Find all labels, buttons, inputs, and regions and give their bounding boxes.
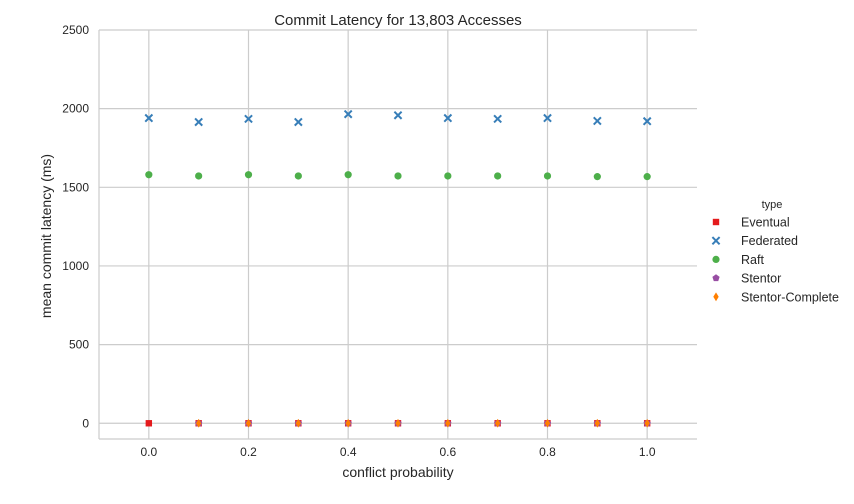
legend-label-federated: Federated — [741, 234, 798, 248]
raft-point — [643, 173, 651, 181]
x-tick-label: 1.0 — [639, 445, 656, 459]
x-tick-label: 0.0 — [140, 445, 157, 459]
stentor-complete-point — [594, 418, 601, 428]
y-tick-label: 1000 — [62, 259, 89, 273]
x-axis-label: conflict probability — [342, 464, 453, 480]
federated-point — [543, 113, 552, 123]
data-points — [144, 109, 652, 428]
legend-label-stentor: Stentor — [741, 272, 781, 286]
stentor-complete-point — [345, 418, 351, 428]
raft-point — [244, 171, 253, 179]
legend-marker-stentor — [712, 274, 720, 282]
raft-point — [444, 172, 452, 180]
raft-point — [394, 172, 402, 180]
legend-title: type — [762, 199, 783, 211]
federated-point — [144, 113, 154, 123]
federated-point — [593, 116, 602, 126]
axes: 0.0 0.2 0.4 0.6 0.8 1.0 0 500 1000 1500 2000 2500 — [62, 23, 697, 459]
legend-marker-stentor-complete — [713, 292, 719, 302]
y-axis-label: mean commit latency (ms) — [38, 154, 54, 318]
y-tick-label: 2500 — [62, 23, 89, 37]
federated-point — [642, 116, 652, 126]
raft-point — [145, 171, 153, 179]
stentor-complete-point — [644, 418, 650, 428]
federated-point — [393, 110, 403, 120]
legend: type Eventual Federated Raft Stentor Stentor… — [711, 199, 839, 304]
federated-point — [343, 109, 353, 119]
stentor-complete-point — [245, 418, 252, 428]
raft-point — [543, 172, 552, 180]
eventual-point — [145, 420, 153, 427]
stentor-complete-point — [494, 418, 501, 428]
legend-marker-federated — [711, 236, 721, 246]
x-tick-label: 0.8 — [539, 445, 556, 459]
x-tick-label: 0.4 — [340, 445, 357, 459]
raft-point — [294, 172, 302, 180]
raft-point — [593, 173, 601, 181]
grid — [99, 29, 697, 439]
federated-point — [493, 114, 502, 124]
x-tick-label: 0.6 — [439, 445, 456, 459]
federated-point — [294, 117, 303, 127]
legend-label-stentor-complete: Stentor-Complete — [741, 290, 839, 304]
federated-point — [244, 114, 253, 124]
chart-title: Commit Latency for 13,803 Accesses — [274, 12, 522, 29]
x-tick-label: 0.2 — [240, 445, 257, 459]
y-tick-label: 0 — [82, 416, 89, 430]
raft-point — [344, 171, 352, 179]
stentor-complete-point — [195, 418, 202, 428]
legend-marker-eventual — [712, 218, 720, 226]
y-tick-label: 500 — [69, 338, 89, 352]
legend-marker-raft — [712, 255, 720, 263]
federated-point — [194, 117, 203, 127]
stentor-complete-point — [395, 418, 401, 428]
stentor-complete-point — [445, 418, 451, 428]
raft-point — [195, 172, 203, 180]
federated-point — [443, 113, 453, 123]
legend-label-eventual: Eventual — [741, 216, 790, 230]
raft-point — [494, 172, 502, 180]
stentor-complete-point — [544, 418, 551, 428]
y-tick-label: 1500 — [62, 180, 89, 194]
y-tick-label: 2000 — [62, 102, 89, 116]
stentor-complete-point — [295, 418, 302, 428]
legend-label-raft: Raft — [741, 253, 764, 267]
